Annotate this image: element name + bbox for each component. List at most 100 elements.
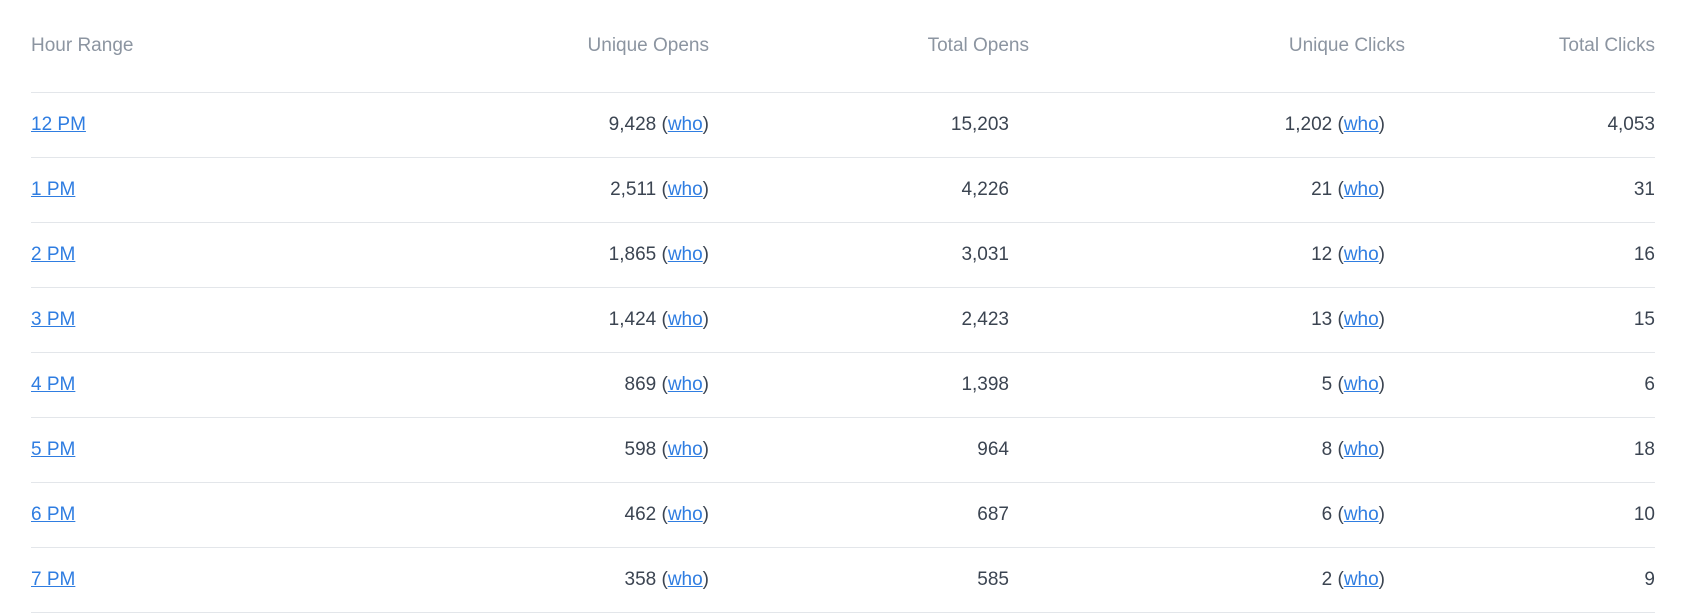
- unique-opens-cell: 1,424 (who): [321, 287, 729, 353]
- total-opens-value: 15,203: [950, 114, 1009, 135]
- unique-opens-who-link[interactable]: who: [667, 374, 703, 395]
- header-total-clicks: Total Clicks: [1405, 0, 1655, 93]
- unique-opens-who-link[interactable]: who: [667, 439, 703, 460]
- unique-opens-who-link[interactable]: who: [667, 114, 703, 135]
- close-paren: ): [1378, 504, 1385, 525]
- total-opens-cell: 585: [729, 547, 1029, 613]
- unique-clicks-value: 5: [1321, 374, 1333, 395]
- open-paren: (: [1337, 374, 1344, 395]
- unique-clicks-value: 8: [1321, 439, 1333, 460]
- total-clicks-value: 18: [1633, 439, 1655, 460]
- table-row: 3 PM 1,424 (who) 2,423 13 (who) 15: [31, 287, 1655, 353]
- total-clicks-cell: 16: [1405, 222, 1655, 288]
- open-paren: (: [661, 569, 668, 590]
- open-paren: (: [661, 439, 668, 460]
- unique-opens-value: 1,424: [608, 309, 657, 330]
- total-clicks-cell: 18: [1405, 417, 1655, 483]
- total-opens-value: 585: [977, 569, 1009, 590]
- hour-range-link[interactable]: 4 PM: [31, 374, 76, 395]
- close-paren: ): [1378, 569, 1385, 590]
- hour-range-link[interactable]: 7 PM: [31, 569, 76, 590]
- total-opens-value: 964: [977, 439, 1009, 460]
- hour-cell: 6 PM: [31, 482, 321, 548]
- close-paren: ): [702, 309, 709, 330]
- open-paren: (: [1337, 114, 1344, 135]
- unique-clicks-cell: 6 (who): [1029, 482, 1405, 548]
- table-row: 6 PM 462 (who) 687 6 (who) 10: [31, 482, 1655, 548]
- hourly-stats-table: Hour Range Unique Opens Total Opens Uniq…: [31, 0, 1655, 613]
- unique-opens-who-link[interactable]: who: [667, 244, 703, 265]
- total-opens-cell: 15,203: [729, 92, 1029, 158]
- hour-range-link[interactable]: 1 PM: [31, 179, 76, 200]
- table-row: 2 PM 1,865 (who) 3,031 12 (who) 16: [31, 222, 1655, 288]
- unique-clicks-who-link[interactable]: who: [1343, 374, 1379, 395]
- total-opens-cell: 3,031: [729, 222, 1029, 288]
- unique-opens-value: 869: [624, 374, 657, 395]
- open-paren: (: [1337, 309, 1344, 330]
- unique-opens-who-link[interactable]: who: [667, 504, 703, 525]
- unique-opens-who-link[interactable]: who: [667, 309, 703, 330]
- hour-cell: 4 PM: [31, 352, 321, 418]
- unique-opens-cell: 358 (who): [321, 547, 729, 613]
- hour-range-link[interactable]: 2 PM: [31, 244, 76, 265]
- unique-clicks-who-link[interactable]: who: [1343, 244, 1379, 265]
- total-opens-value: 4,226: [961, 179, 1009, 200]
- open-paren: (: [1337, 244, 1344, 265]
- open-paren: (: [661, 244, 668, 265]
- total-opens-value: 687: [977, 504, 1009, 525]
- close-paren: ): [702, 179, 709, 200]
- hour-cell: 1 PM: [31, 157, 321, 223]
- hour-range-link[interactable]: 6 PM: [31, 504, 76, 525]
- total-opens-cell: 1,398: [729, 352, 1029, 418]
- close-paren: ): [702, 114, 709, 135]
- total-opens-cell: 4,226: [729, 157, 1029, 223]
- unique-opens-who-link[interactable]: who: [667, 179, 703, 200]
- table-row: 5 PM 598 (who) 964 8 (who) 18: [31, 417, 1655, 483]
- open-paren: (: [661, 504, 668, 525]
- total-clicks-value: 16: [1633, 244, 1655, 265]
- unique-opens-cell: 598 (who): [321, 417, 729, 483]
- total-opens-cell: 964: [729, 417, 1029, 483]
- unique-opens-value: 598: [624, 439, 657, 460]
- header-row: Hour Range Unique Opens Total Opens Uniq…: [31, 0, 1655, 93]
- total-clicks-cell: 10: [1405, 482, 1655, 548]
- close-paren: ): [1378, 179, 1385, 200]
- total-opens-cell: 2,423: [729, 287, 1029, 353]
- total-clicks-value: 4,053: [1607, 114, 1655, 135]
- unique-clicks-cell: 1,202 (who): [1029, 92, 1405, 158]
- table-row: 7 PM 358 (who) 585 2 (who) 9: [31, 547, 1655, 613]
- open-paren: (: [1337, 504, 1344, 525]
- unique-clicks-value: 1,202: [1284, 114, 1333, 135]
- unique-clicks-who-link[interactable]: who: [1343, 504, 1379, 525]
- unique-clicks-cell: 13 (who): [1029, 287, 1405, 353]
- unique-opens-cell: 1,865 (who): [321, 222, 729, 288]
- close-paren: ): [1378, 244, 1385, 265]
- unique-clicks-cell: 5 (who): [1029, 352, 1405, 418]
- unique-clicks-who-link[interactable]: who: [1343, 309, 1379, 330]
- unique-opens-cell: 9,428 (who): [321, 92, 729, 158]
- unique-opens-value: 2,511: [610, 179, 657, 200]
- close-paren: ): [702, 439, 709, 460]
- close-paren: ): [702, 244, 709, 265]
- unique-clicks-who-link[interactable]: who: [1343, 569, 1379, 590]
- unique-opens-value: 1,865: [608, 244, 657, 265]
- total-opens-value: 1,398: [961, 374, 1009, 395]
- open-paren: (: [661, 309, 668, 330]
- total-clicks-value: 10: [1633, 504, 1655, 525]
- unique-clicks-value: 13: [1311, 309, 1333, 330]
- unique-opens-who-link[interactable]: who: [667, 569, 703, 590]
- hour-range-link[interactable]: 5 PM: [31, 439, 76, 460]
- hour-cell: 2 PM: [31, 222, 321, 288]
- unique-clicks-who-link[interactable]: who: [1343, 439, 1379, 460]
- unique-clicks-who-link[interactable]: who: [1343, 179, 1379, 200]
- unique-clicks-value: 21: [1311, 179, 1333, 200]
- close-paren: ): [702, 504, 709, 525]
- header-unique-opens: Unique Opens: [321, 0, 729, 93]
- hour-range-link[interactable]: 12 PM: [31, 114, 86, 135]
- hour-range-link[interactable]: 3 PM: [31, 309, 76, 330]
- unique-clicks-value: 2: [1321, 569, 1333, 590]
- open-paren: (: [1337, 569, 1344, 590]
- total-clicks-value: 6: [1644, 374, 1655, 395]
- total-clicks-value: 31: [1633, 179, 1655, 200]
- unique-clicks-who-link[interactable]: who: [1343, 114, 1379, 135]
